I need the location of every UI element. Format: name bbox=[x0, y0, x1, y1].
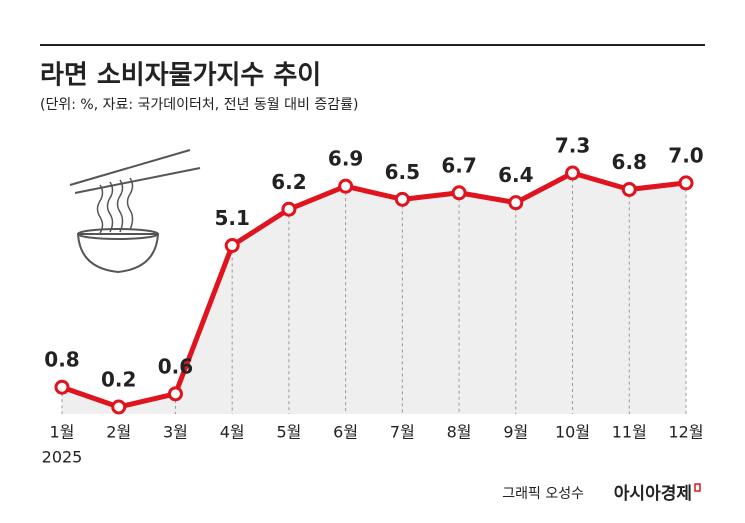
x-tick-label: 5월 bbox=[276, 423, 301, 442]
value-label: 6.4 bbox=[498, 163, 533, 187]
x-tick-label: 2월 bbox=[106, 423, 131, 442]
value-label: 0.6 bbox=[158, 354, 193, 378]
point-marker bbox=[394, 191, 410, 207]
value-label: 6.8 bbox=[612, 150, 647, 174]
value-label: 7.0 bbox=[668, 143, 703, 167]
area-fill bbox=[62, 173, 686, 414]
value-label: 6.9 bbox=[328, 147, 363, 171]
x-tick-label: 4월 bbox=[220, 423, 245, 442]
point-marker bbox=[338, 178, 354, 194]
x-tick-label: 8월 bbox=[447, 423, 472, 442]
chart-subtitle: (단위: %, 자료: 국가데이터처, 전년 동월 대비 증감률) bbox=[40, 97, 358, 113]
point-marker bbox=[167, 386, 183, 402]
x-tick-label: 7월 bbox=[390, 423, 415, 442]
value-label: 6.2 bbox=[271, 170, 306, 194]
point-marker bbox=[54, 379, 70, 395]
x-tick-label: 12월 bbox=[668, 423, 703, 442]
point-marker bbox=[621, 181, 637, 197]
value-label: 0.2 bbox=[101, 368, 136, 392]
x-tick-label: 10월 bbox=[555, 423, 590, 442]
value-label: 7.3 bbox=[555, 134, 590, 158]
brand-mark bbox=[694, 483, 701, 492]
x-tick-label: 3월 bbox=[163, 423, 188, 442]
brand: 아시아경제 bbox=[614, 484, 692, 504]
data-line bbox=[61, 170, 687, 410]
credit: 그래픽 오성수 bbox=[502, 486, 584, 502]
chart-title: 라면 소비자물가지수 추이 bbox=[40, 61, 321, 91]
value-label: 0.8 bbox=[44, 348, 79, 372]
point-marker bbox=[451, 185, 467, 201]
point-marker bbox=[111, 399, 127, 415]
x-tick-label: 11월 bbox=[612, 423, 647, 442]
point-marker bbox=[224, 238, 240, 254]
x-tick-label: 1월 bbox=[50, 423, 75, 442]
value-label: 6.5 bbox=[385, 160, 420, 184]
value-label: 6.7 bbox=[441, 153, 476, 177]
x-tick-label: 9월 bbox=[503, 423, 528, 442]
point-marker bbox=[565, 165, 581, 181]
point-marker bbox=[678, 175, 694, 191]
noodle-icon bbox=[69, 149, 201, 274]
point-marker bbox=[508, 195, 524, 211]
point-marker bbox=[281, 201, 297, 217]
value-label: 5.1 bbox=[214, 206, 249, 230]
x-tick-label: 6월 bbox=[333, 423, 358, 442]
x-sublabel: 2025 bbox=[42, 448, 83, 467]
